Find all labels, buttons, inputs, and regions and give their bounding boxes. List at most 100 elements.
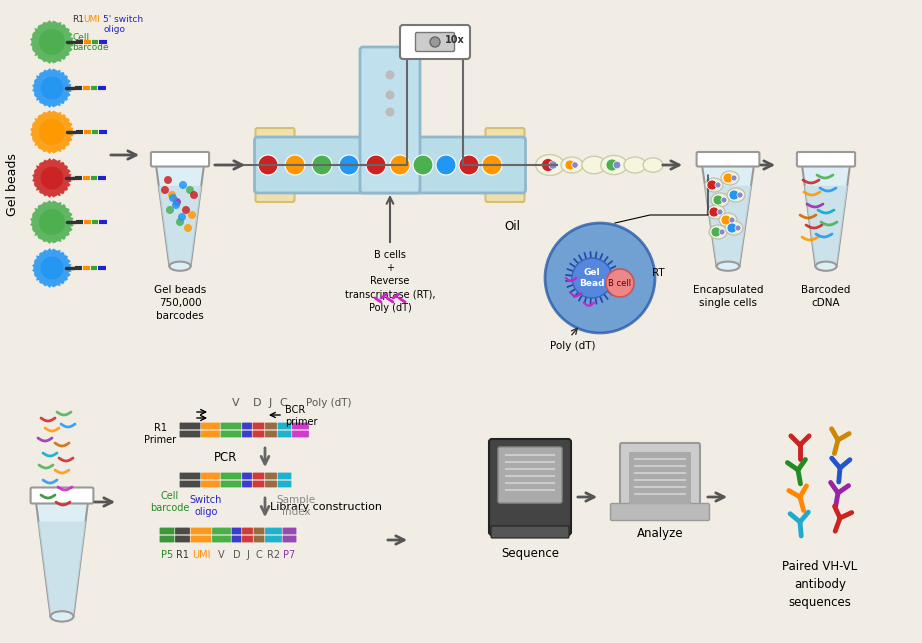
Circle shape (186, 186, 194, 194)
FancyBboxPatch shape (180, 422, 200, 430)
Text: Cell
barcode: Cell barcode (150, 491, 190, 513)
FancyBboxPatch shape (201, 473, 220, 480)
FancyBboxPatch shape (255, 128, 294, 202)
FancyBboxPatch shape (253, 473, 265, 480)
FancyBboxPatch shape (254, 137, 526, 193)
Circle shape (572, 162, 578, 168)
Polygon shape (32, 158, 71, 197)
FancyBboxPatch shape (360, 47, 420, 193)
Circle shape (39, 29, 65, 55)
FancyBboxPatch shape (231, 528, 242, 534)
Circle shape (312, 155, 332, 175)
Text: Analyze: Analyze (637, 527, 683, 540)
FancyBboxPatch shape (253, 422, 265, 430)
Circle shape (178, 213, 186, 221)
Text: V: V (219, 550, 225, 560)
Ellipse shape (716, 262, 739, 271)
FancyBboxPatch shape (242, 431, 252, 437)
Ellipse shape (51, 611, 74, 622)
Circle shape (709, 207, 719, 217)
FancyBboxPatch shape (292, 422, 309, 430)
FancyBboxPatch shape (697, 152, 760, 167)
FancyBboxPatch shape (266, 528, 282, 534)
Text: Switch
oligo: Switch oligo (190, 495, 222, 517)
Circle shape (721, 215, 731, 225)
Polygon shape (30, 201, 73, 244)
Circle shape (285, 155, 305, 175)
FancyBboxPatch shape (416, 33, 455, 51)
Circle shape (172, 201, 180, 209)
Text: V: V (232, 398, 240, 408)
Circle shape (390, 155, 410, 175)
Circle shape (41, 257, 64, 280)
Text: B cells
+
Reverse
transcriptase (RT),
Poly (dT): B cells + Reverse transcriptase (RT), Po… (345, 250, 435, 312)
Circle shape (258, 155, 278, 175)
Circle shape (385, 107, 395, 116)
FancyBboxPatch shape (278, 431, 291, 437)
FancyBboxPatch shape (629, 452, 691, 504)
Text: Gel
Bead: Gel Bead (579, 268, 605, 287)
Polygon shape (32, 248, 71, 287)
FancyBboxPatch shape (160, 528, 174, 534)
Ellipse shape (709, 225, 727, 239)
Text: UMI: UMI (83, 15, 100, 24)
Circle shape (166, 206, 174, 214)
Text: J: J (268, 398, 272, 408)
Ellipse shape (536, 154, 564, 176)
Circle shape (173, 198, 181, 206)
FancyBboxPatch shape (486, 128, 525, 202)
Text: Gel beads: Gel beads (6, 154, 18, 217)
Text: D: D (232, 550, 241, 560)
Text: oligo: oligo (103, 26, 125, 35)
FancyBboxPatch shape (489, 439, 571, 535)
Circle shape (721, 197, 727, 203)
FancyBboxPatch shape (242, 480, 252, 487)
Circle shape (182, 206, 190, 214)
Text: Poly (dT): Poly (dT) (306, 398, 351, 408)
FancyBboxPatch shape (191, 528, 211, 534)
Text: UMI: UMI (192, 550, 210, 560)
FancyBboxPatch shape (498, 447, 562, 503)
FancyBboxPatch shape (220, 422, 242, 430)
Circle shape (719, 229, 725, 235)
Ellipse shape (624, 157, 646, 173)
Ellipse shape (582, 156, 606, 174)
FancyBboxPatch shape (175, 528, 190, 534)
FancyBboxPatch shape (201, 422, 220, 430)
Text: Library construction: Library construction (270, 502, 382, 512)
Circle shape (430, 37, 440, 47)
Circle shape (731, 175, 737, 181)
FancyBboxPatch shape (266, 422, 277, 430)
Ellipse shape (707, 205, 725, 219)
FancyBboxPatch shape (266, 431, 277, 437)
Ellipse shape (644, 158, 663, 172)
Ellipse shape (170, 262, 191, 271)
Circle shape (164, 176, 172, 184)
Circle shape (565, 160, 575, 170)
Circle shape (572, 258, 612, 298)
FancyBboxPatch shape (797, 152, 855, 167)
Text: C: C (279, 398, 287, 408)
FancyBboxPatch shape (242, 528, 253, 534)
Text: P7: P7 (283, 550, 296, 560)
FancyBboxPatch shape (266, 480, 277, 487)
Polygon shape (156, 165, 204, 266)
Polygon shape (36, 502, 88, 617)
Text: Sequence: Sequence (501, 547, 559, 560)
Text: C: C (255, 550, 263, 560)
Circle shape (41, 77, 64, 100)
Circle shape (168, 191, 176, 199)
FancyBboxPatch shape (242, 422, 252, 430)
FancyBboxPatch shape (180, 480, 200, 487)
FancyBboxPatch shape (254, 536, 265, 543)
FancyBboxPatch shape (278, 422, 291, 430)
Ellipse shape (711, 193, 729, 207)
Circle shape (606, 159, 618, 171)
FancyBboxPatch shape (292, 431, 309, 437)
FancyBboxPatch shape (254, 528, 265, 534)
Polygon shape (704, 186, 751, 266)
Ellipse shape (727, 188, 745, 202)
Polygon shape (30, 21, 73, 64)
FancyBboxPatch shape (278, 473, 291, 480)
Circle shape (459, 155, 479, 175)
